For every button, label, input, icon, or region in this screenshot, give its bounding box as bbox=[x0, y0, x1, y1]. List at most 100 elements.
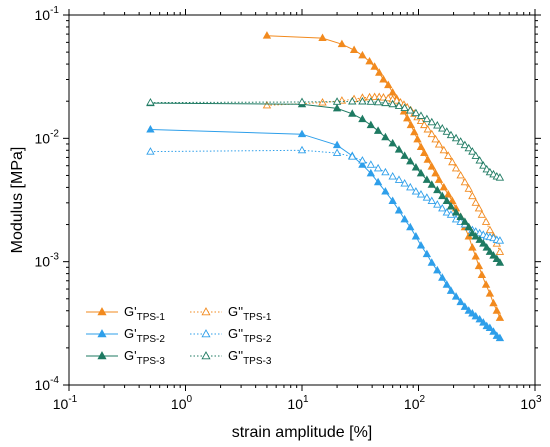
series-line bbox=[150, 129, 501, 339]
data-point bbox=[427, 117, 436, 126]
series-line bbox=[266, 35, 501, 319]
data-point bbox=[337, 39, 347, 48]
data-point bbox=[406, 120, 416, 129]
data-point bbox=[474, 203, 484, 212]
x-tick-label: 101 bbox=[287, 394, 309, 412]
data-point bbox=[468, 147, 477, 155]
legend-marker bbox=[97, 329, 107, 338]
x-tick-label: 10-1 bbox=[53, 394, 78, 412]
data-point bbox=[366, 120, 376, 129]
data-point bbox=[394, 175, 404, 183]
x-tick-label: 100 bbox=[171, 394, 193, 412]
data-point bbox=[479, 239, 488, 247]
data-point bbox=[388, 172, 397, 180]
data-point bbox=[332, 148, 342, 157]
data-point bbox=[460, 177, 470, 186]
data-point bbox=[431, 168, 440, 177]
data-point bbox=[431, 134, 440, 143]
data-point bbox=[318, 33, 327, 42]
data-point bbox=[439, 145, 449, 154]
data-point bbox=[451, 292, 461, 300]
axis-ticks: 10-1 100 101 102 103 10-4 10-3 10-2 10-1 bbox=[35, 5, 542, 412]
legend-item-gpp-tps-2: G''TPS-2 bbox=[190, 326, 272, 345]
series-gpp-tps-3 bbox=[146, 96, 505, 181]
data-point bbox=[481, 280, 491, 288]
data-point bbox=[477, 210, 487, 218]
data-point bbox=[416, 142, 426, 151]
data-point bbox=[422, 175, 432, 183]
y-tick-label: 10-1 bbox=[35, 5, 60, 23]
data-point bbox=[492, 254, 501, 263]
data-point bbox=[416, 168, 426, 177]
series-gp-tps-3 bbox=[146, 98, 505, 266]
data-point bbox=[381, 167, 390, 176]
data-point bbox=[416, 241, 426, 249]
data-point bbox=[477, 270, 487, 278]
y-tick-label: 10-4 bbox=[35, 375, 60, 393]
data-point bbox=[406, 182, 415, 191]
data-point bbox=[422, 249, 432, 258]
data-point bbox=[444, 151, 453, 159]
data-point bbox=[489, 298, 498, 307]
data-point bbox=[464, 143, 473, 152]
data-point bbox=[442, 280, 452, 288]
data-point bbox=[422, 193, 432, 201]
data-point bbox=[485, 323, 495, 331]
data-point bbox=[495, 236, 505, 244]
data-point bbox=[400, 103, 409, 112]
data-point bbox=[348, 152, 357, 160]
data-point bbox=[422, 114, 432, 123]
data-point bbox=[332, 97, 342, 105]
data-point bbox=[411, 231, 421, 240]
data-point bbox=[482, 164, 491, 173]
data-point bbox=[434, 175, 444, 183]
data-point bbox=[456, 297, 465, 306]
series-layer bbox=[146, 31, 505, 342]
legend-item-gpp-tps-3: G''TPS-3 bbox=[190, 348, 272, 367]
data-point bbox=[451, 133, 461, 142]
data-point bbox=[471, 252, 480, 260]
data-point bbox=[446, 130, 456, 139]
data-point bbox=[464, 184, 473, 192]
data-point bbox=[442, 208, 452, 216]
data-point bbox=[479, 318, 488, 326]
data-point bbox=[423, 124, 432, 133]
data-point bbox=[495, 258, 505, 266]
legend-label: G''TPS-1 bbox=[228, 304, 272, 323]
data-point bbox=[379, 93, 388, 101]
data-point bbox=[442, 127, 452, 135]
data-point bbox=[456, 212, 465, 221]
data-point bbox=[433, 265, 442, 274]
data-point bbox=[406, 222, 415, 231]
data-point bbox=[394, 101, 404, 109]
data-point bbox=[416, 116, 426, 125]
data-point bbox=[381, 98, 390, 107]
data-point bbox=[433, 185, 442, 194]
series-line bbox=[150, 101, 501, 179]
data-point bbox=[481, 217, 491, 225]
data-point bbox=[358, 96, 367, 105]
data-point bbox=[485, 225, 495, 234]
data-point bbox=[464, 306, 473, 314]
y-tick-label: 10-3 bbox=[35, 252, 60, 270]
data-point bbox=[482, 243, 491, 251]
data-point bbox=[332, 103, 342, 112]
x-tick-label: 103 bbox=[520, 394, 542, 412]
data-point bbox=[495, 333, 505, 342]
data-point bbox=[475, 235, 484, 243]
data-point bbox=[468, 228, 477, 237]
data-point bbox=[464, 222, 473, 231]
data-point bbox=[379, 74, 388, 83]
data-point bbox=[297, 145, 307, 154]
data-point bbox=[358, 160, 367, 168]
y-tick-label: 10-2 bbox=[35, 128, 60, 146]
legend-marker bbox=[201, 307, 211, 316]
legend-item-gp-tps-3: G'TPS-3 bbox=[86, 348, 165, 367]
data-point bbox=[446, 201, 456, 210]
data-point bbox=[427, 258, 436, 266]
data-point bbox=[392, 96, 401, 104]
series-gp-tps-1 bbox=[262, 31, 505, 321]
data-point bbox=[388, 99, 397, 108]
data-point bbox=[456, 137, 465, 145]
